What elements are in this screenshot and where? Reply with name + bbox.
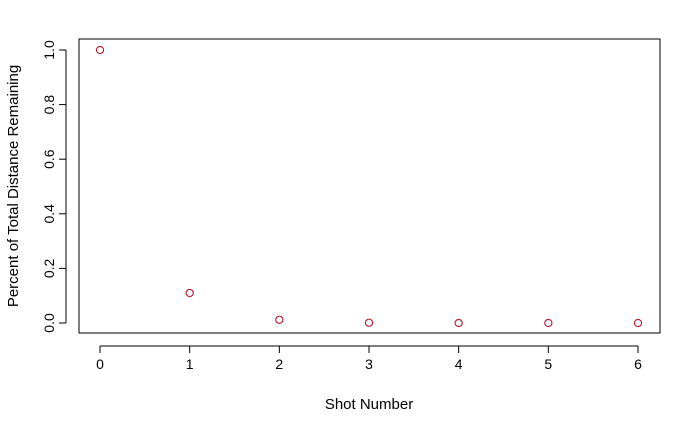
data-point (95, 45, 105, 55)
data-point (185, 288, 194, 298)
x-tick-label: 3 (365, 356, 373, 372)
data-points (95, 45, 643, 328)
y-tick-label: 0.2 (41, 258, 57, 278)
data-point (364, 318, 374, 327)
data-point (633, 318, 643, 328)
x-tick-label: 4 (455, 356, 463, 372)
x-tick-label: 6 (634, 356, 642, 372)
y-tick-label: 1.0 (41, 40, 57, 60)
y-tick-label: 0.4 (41, 204, 57, 224)
data-point (454, 318, 463, 328)
data-point (275, 315, 284, 324)
data-point (544, 318, 553, 328)
x-axis-title: Shot Number (325, 396, 413, 413)
y-tick-label: 0.8 (41, 95, 57, 115)
y-tick-label: 0.6 (41, 149, 57, 169)
y-axis-title: Percent of Total Distance Remaining (5, 65, 22, 307)
x-axis: 0 1 2 3 4 5 6 (96, 345, 642, 372)
plot-frame (78, 38, 661, 334)
x-tick-label: 0 (96, 356, 104, 372)
y-axis: 0.0 0.2 0.4 0.6 0.8 1.0 (41, 40, 67, 333)
y-tick-label: 0.0 (41, 313, 57, 333)
x-tick-label: 1 (186, 356, 194, 372)
x-tick-label: 2 (275, 356, 283, 372)
x-tick-label: 5 (544, 356, 552, 372)
